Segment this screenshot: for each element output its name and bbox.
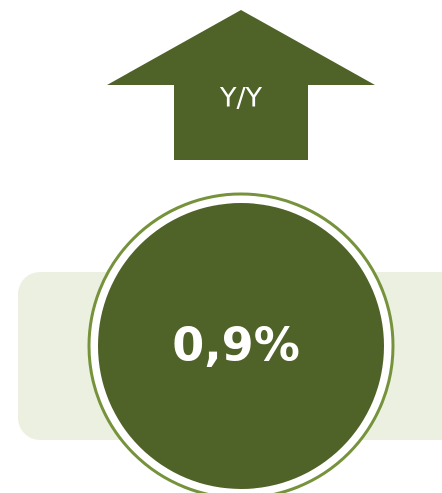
- up-arrow: [107, 10, 375, 160]
- arrow-label: Y/Y: [219, 83, 263, 114]
- circle: [98, 203, 384, 489]
- value-label: 0,9%: [172, 318, 300, 372]
